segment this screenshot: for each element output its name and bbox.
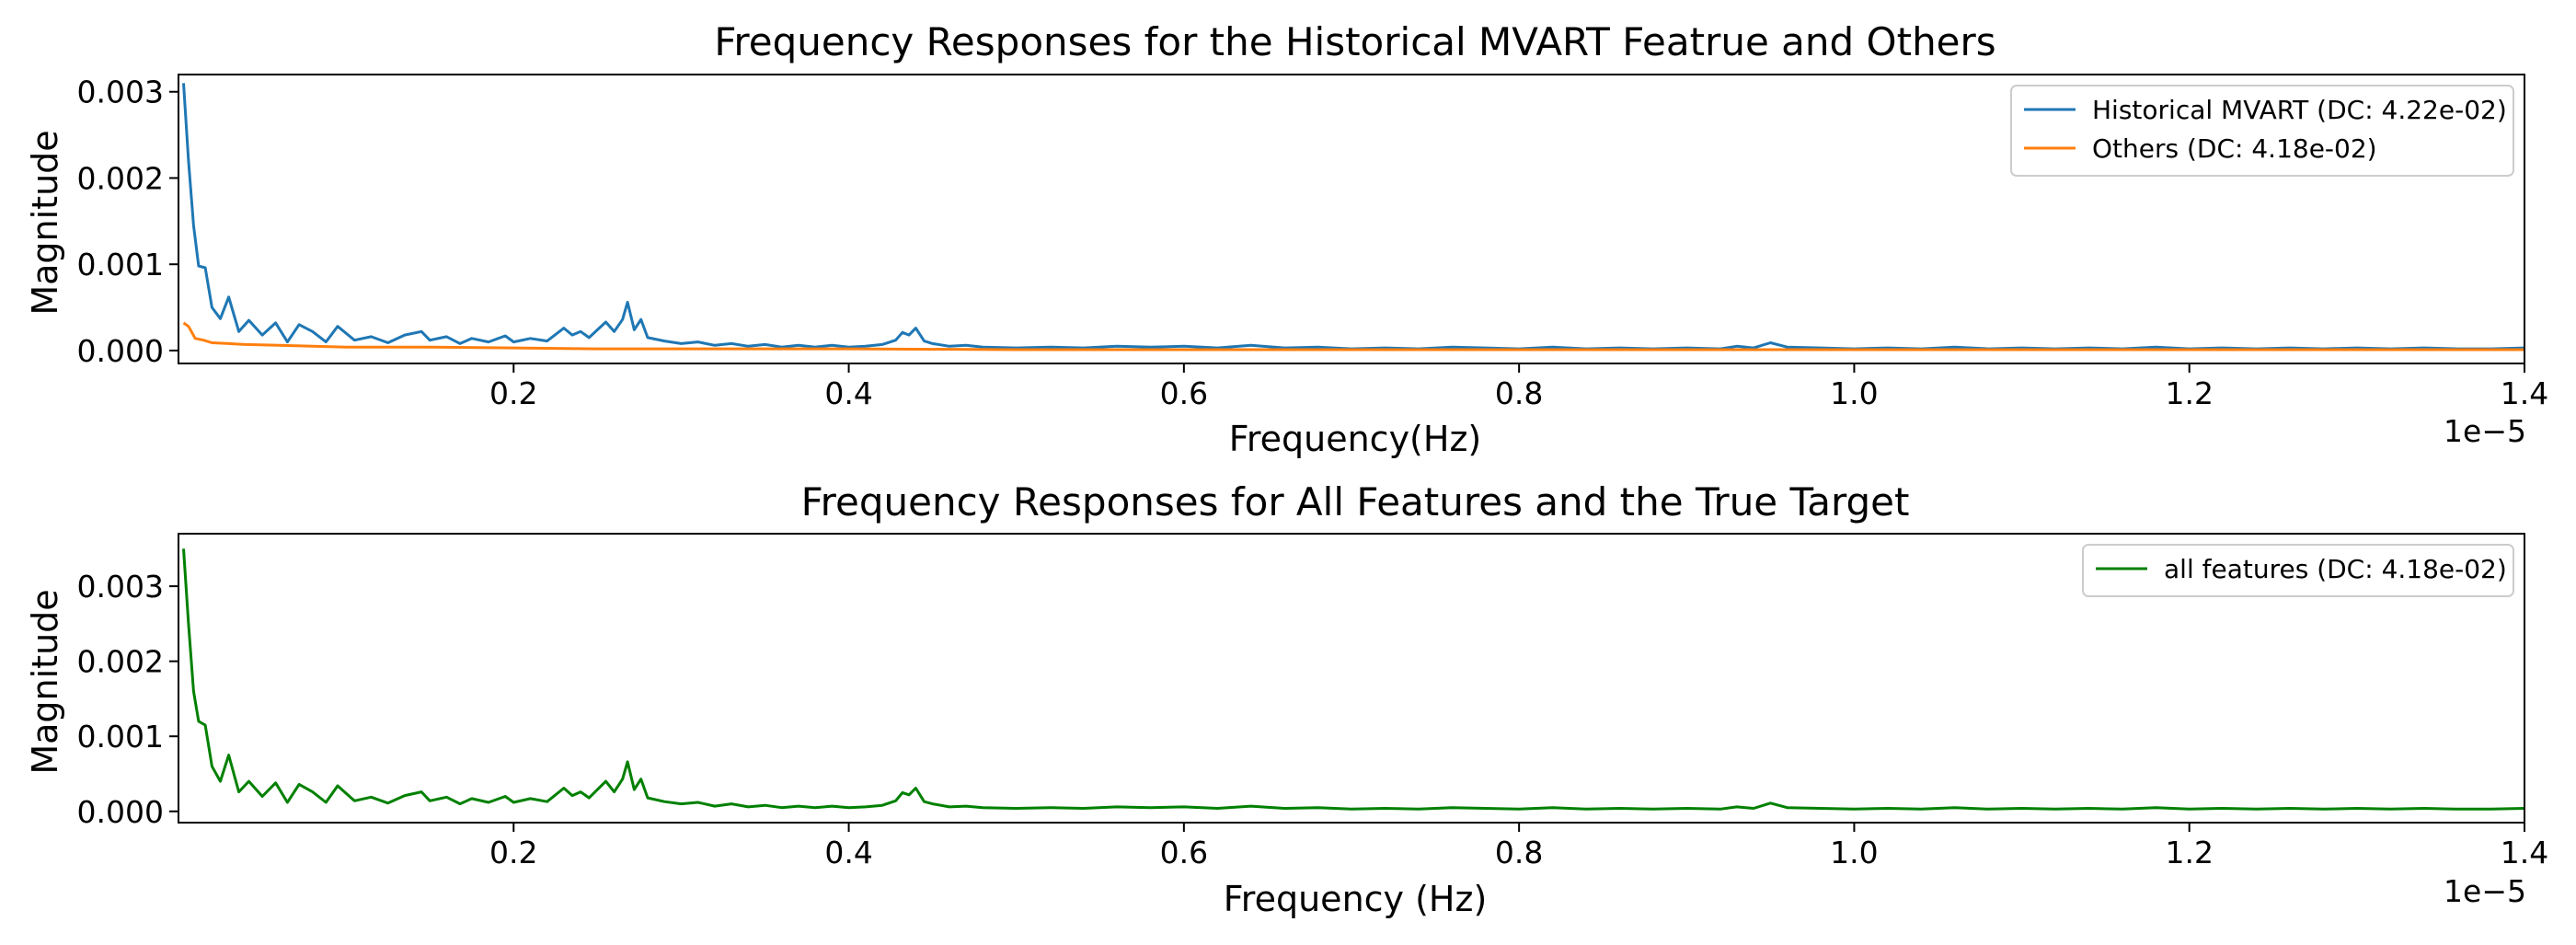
y-tick-label: 0.001 <box>77 247 164 282</box>
y-tick-label: 0.002 <box>77 160 164 196</box>
series-group-top <box>182 83 2525 351</box>
y-tick-label: 0.000 <box>77 794 164 830</box>
legend-box <box>2010 85 2514 177</box>
legend-entry: Others (DC: 4.18e-02) <box>2092 133 2377 164</box>
x-tick-label: 1.0 <box>1830 375 1878 411</box>
chart-panel-top: Frequency Responses for the Historical M… <box>25 19 2548 459</box>
plot-frame-top <box>178 74 2525 364</box>
ticks-bottom: 0.2 0.4 0.6 0.8 1.0 1.2 1.4 0.000 0.001 0.002 0.00… <box>77 569 2549 870</box>
x-tick-label: 0.4 <box>824 835 872 870</box>
x-tick-label: 1.0 <box>1830 835 1878 870</box>
ticks-top: 0.2 0.4 0.6 0.8 1.0 1.2 1.4 0.000 0.001 0.002 0.00… <box>77 75 2549 411</box>
x-tick-label: 1.2 <box>2165 375 2213 411</box>
series-line-0-top <box>182 83 2525 351</box>
x-tick-label: 0.2 <box>489 375 537 411</box>
chart-title-bottom: Frequency Responses for All Features and… <box>801 479 1910 524</box>
series-group-bottom <box>182 548 2525 811</box>
x-offset-text-bottom: 1e−5 <box>2444 873 2526 909</box>
plot-frame-bottom <box>178 533 2525 824</box>
legend-entry: Historical MVART (DC: 4.22e-02) <box>2092 95 2507 125</box>
x-offset-text-top: 1e−5 <box>2444 413 2526 449</box>
series-line-1-top <box>182 321 2524 351</box>
y-tick-label: 0.003 <box>77 75 164 110</box>
x-tick-label: 0.2 <box>489 835 537 870</box>
series-line-0-bottom <box>182 548 2525 811</box>
x-tick-label: 1.2 <box>2165 835 2213 870</box>
x-tick-label: 0.8 <box>1495 835 1543 870</box>
x-axis-label-top: Frequency(Hz) <box>1229 419 1481 459</box>
y-tick-label: 0.002 <box>77 644 164 680</box>
x-tick-label: 0.4 <box>824 375 872 411</box>
x-tick-label: 0.6 <box>1160 375 1208 411</box>
y-axis-label-top: Magnitude <box>25 130 65 315</box>
x-tick-label: 0.8 <box>1495 375 1543 411</box>
y-tick-label: 0.000 <box>77 333 164 369</box>
legend-top: Historical MVART (DC: 4.22e-02) Others (D… <box>2010 85 2514 177</box>
chart-panel-bottom: Frequency Responses for All Features and… <box>25 479 2548 919</box>
legend-box <box>2082 544 2514 597</box>
x-tick-label: 0.6 <box>1160 835 1208 870</box>
legend-bottom: all features (DC: 4.18e-02) <box>2082 544 2514 597</box>
x-axis-label-bottom: Frequency (Hz) <box>1224 879 1488 919</box>
y-tick-label: 0.003 <box>77 569 164 605</box>
x-tick-label: 1.4 <box>2501 375 2548 411</box>
y-tick-label: 0.001 <box>77 719 164 755</box>
legend-entry: all features (DC: 4.18e-02) <box>2164 554 2507 584</box>
chart-title-top: Frequency Responses for the Historical M… <box>714 19 1995 64</box>
x-tick-label: 1.4 <box>2501 835 2548 870</box>
y-axis-label-bottom: Magnitude <box>25 589 65 774</box>
